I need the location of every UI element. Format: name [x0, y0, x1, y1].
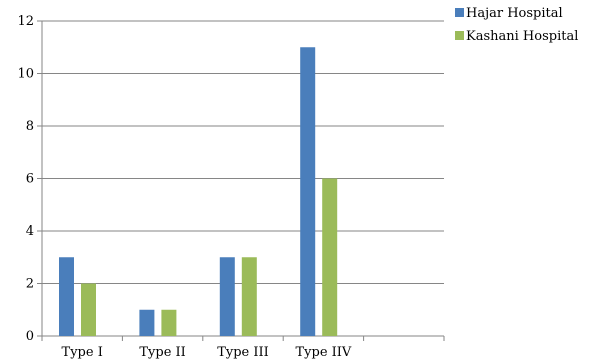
bar-hajar-1: [139, 309, 155, 336]
legend: Hajar Hospital Kashani Hospital: [455, 6, 578, 44]
bar-kashani-1: [161, 309, 177, 336]
x-tick-label: Type II: [139, 345, 185, 360]
x-tick-label: Type III: [217, 345, 269, 360]
bar-kashani-2: [241, 257, 257, 336]
y-tick-label: 0: [26, 329, 34, 344]
legend-swatch: [455, 31, 464, 40]
y-tick-label: 12: [17, 14, 34, 29]
y-tick-label: 2: [26, 277, 34, 292]
x-tick-label: Type I: [62, 345, 103, 360]
y-tick-label: 10: [17, 67, 34, 82]
axes: [37, 20, 445, 341]
bar-hajar-0: [59, 257, 74, 336]
bar-kashani-0: [81, 283, 96, 336]
bar-hajar-3: [300, 47, 316, 336]
legend-label: Hajar Hospital: [466, 6, 563, 21]
y-tick-label: 4: [26, 224, 34, 239]
bars: [59, 47, 338, 336]
legend-label: Kashani Hospital: [466, 29, 578, 44]
bar-hajar-2: [219, 257, 235, 336]
axis-labels: 0 2 4 6 8 10 12 Type I Type II Type III Type IIV: [17, 14, 351, 360]
x-tick-label: Type IIV: [295, 345, 351, 360]
gridlines: [42, 20, 444, 284]
legend-swatch: [455, 8, 464, 17]
bar-kashani-3: [322, 178, 338, 336]
y-tick-label: 6: [26, 172, 34, 187]
y-tick-label: 8: [26, 119, 34, 134]
